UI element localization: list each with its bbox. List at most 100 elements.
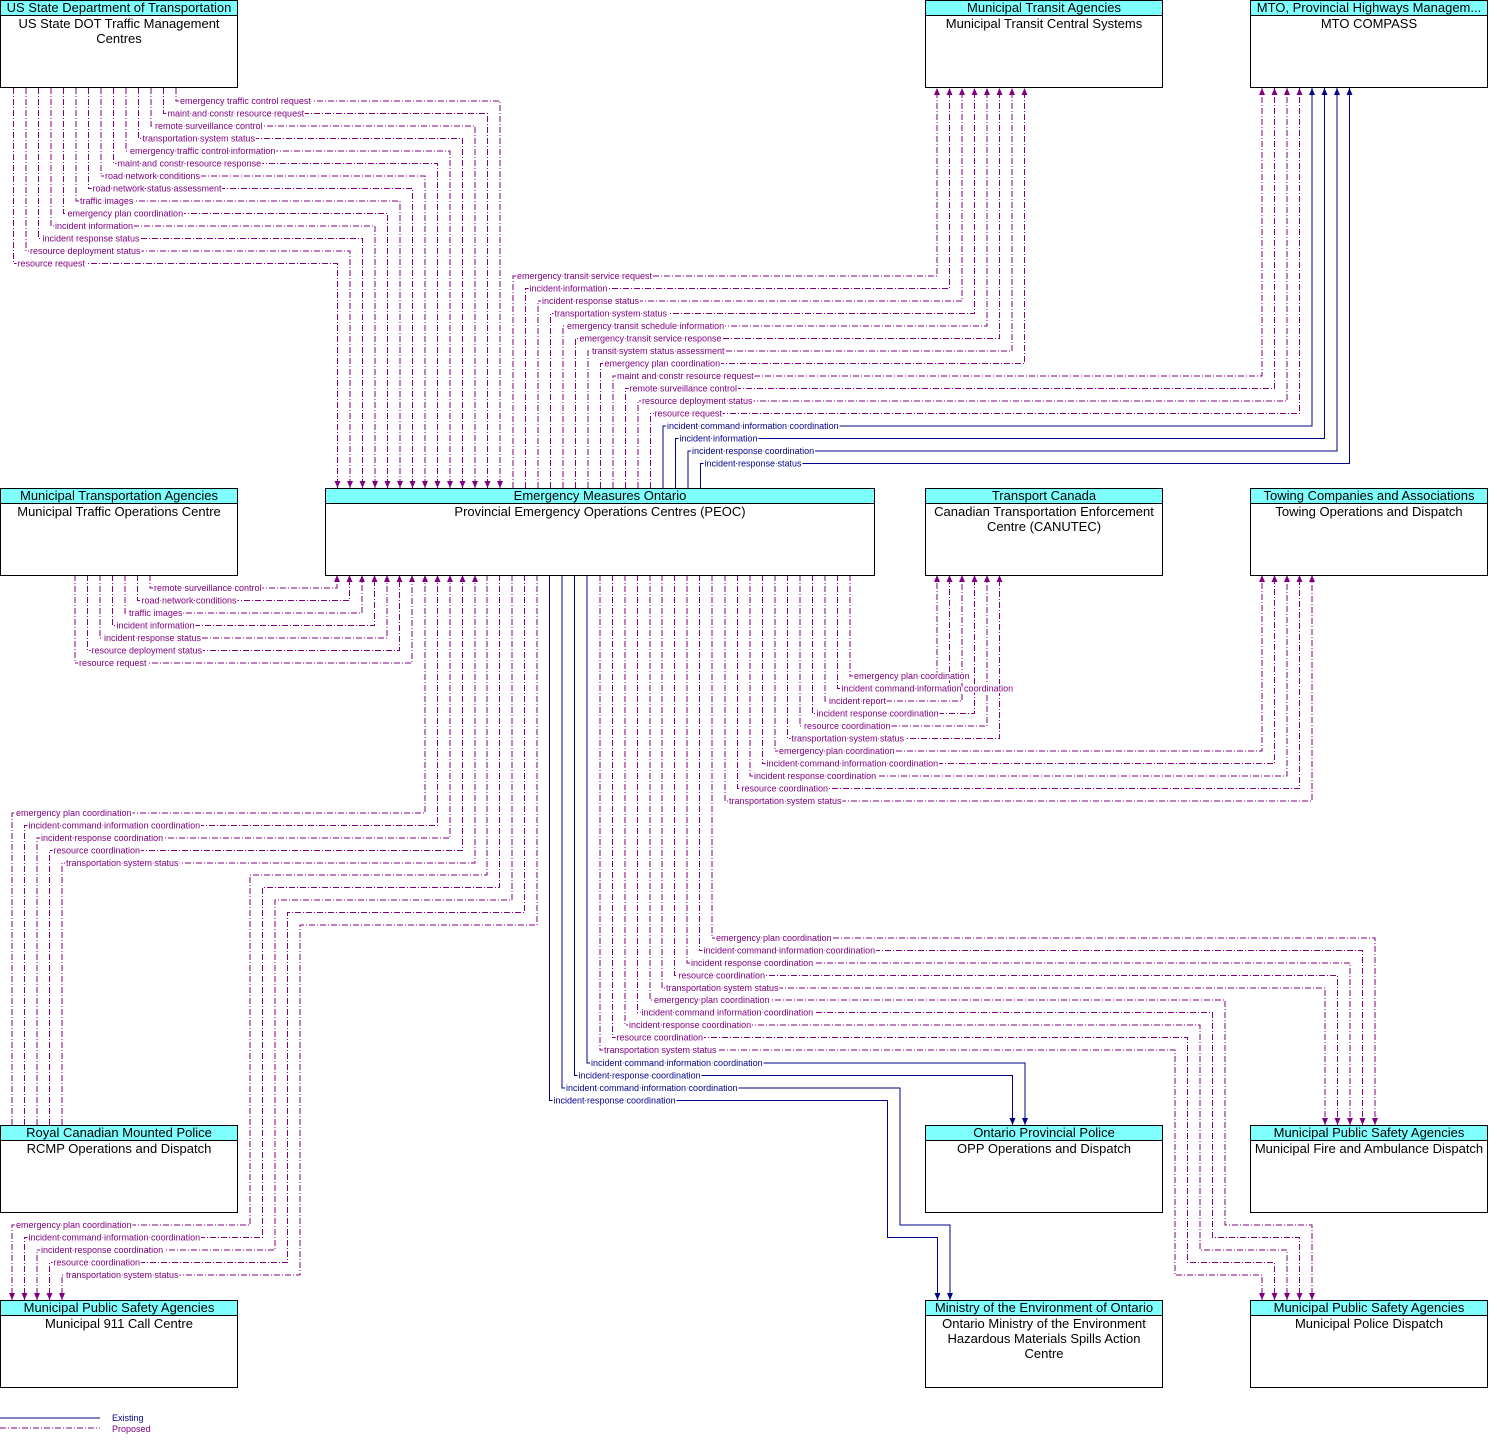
flow-label: road network conditions bbox=[142, 596, 238, 606]
flow-line bbox=[847, 568, 940, 677]
flow-line bbox=[671, 568, 1341, 1125]
flow-label: emergency traffic control information bbox=[130, 146, 275, 156]
node-label: Municipal Transit Central Systems bbox=[945, 16, 1143, 31]
node-header: Towing Companies and Associations bbox=[1251, 489, 1487, 504]
flow-label: maint and constr resource request bbox=[168, 109, 305, 119]
flow-label: transportation system status bbox=[729, 796, 842, 806]
flow-line bbox=[85, 81, 416, 488]
flow-label: emergency plan coordination bbox=[16, 808, 132, 818]
flow-label: incident response status bbox=[542, 296, 640, 306]
node: Municipal Public Safety Agencies Municipa… bbox=[1250, 1300, 1488, 1388]
flow-label: incident information bbox=[55, 221, 133, 231]
flow-label: resource request bbox=[655, 409, 723, 419]
node: Municipal Transportation Agencies Municip… bbox=[0, 488, 238, 576]
flow-label: resource coordination bbox=[679, 971, 766, 981]
node: Municipal Transit Agencies Municipal Tran… bbox=[925, 0, 1163, 88]
flow-label: incident report bbox=[829, 696, 887, 706]
flow-label: incident response coordination bbox=[817, 709, 939, 719]
legend-proposed: Proposed bbox=[112, 1424, 151, 1434]
flow-label: resource request bbox=[18, 259, 86, 269]
node-label: OPP Operations and Dispatch bbox=[957, 1141, 1131, 1156]
flow-line bbox=[546, 568, 941, 1300]
node-header: Municipal Transit Agencies bbox=[926, 1, 1162, 16]
flow-label: incident command information coordinatio… bbox=[29, 1233, 201, 1243]
node-header: Royal Canadian Mounted Police bbox=[1, 1126, 237, 1141]
node-header: Municipal Public Safety Agencies bbox=[1251, 1126, 1487, 1141]
flow-label: emergency plan coordination bbox=[779, 746, 895, 756]
node-label: Municipal Traffic Operations Centre bbox=[17, 504, 221, 519]
legend-existing: Existing bbox=[112, 1413, 144, 1423]
node-header: Ministry of the Environment of Ontario bbox=[926, 1301, 1162, 1316]
node: Towing Companies and Associations Towing … bbox=[1250, 488, 1488, 576]
flow-line bbox=[59, 568, 540, 1300]
flow-label: road network conditions bbox=[105, 171, 201, 181]
flow-label: traffic images bbox=[80, 196, 134, 206]
flow-label: transit system status assessment bbox=[592, 346, 725, 356]
node-header: MTO, Provincial Highways Managem... bbox=[1251, 1, 1487, 16]
flow-line bbox=[697, 88, 1353, 495]
flow-label: emergency plan coordination bbox=[16, 1220, 132, 1230]
node: Transport Canada Canadian Transportation … bbox=[925, 488, 1163, 576]
node-label: US State DOT Traffic Management Centres bbox=[18, 16, 220, 46]
flow-label: incident response coordination bbox=[41, 1245, 163, 1255]
node: Municipal Public Safety Agencies Municipa… bbox=[1250, 1125, 1488, 1213]
flow-label: emergency transit schedule information bbox=[567, 321, 724, 331]
flow-label: emergency traffic control request bbox=[180, 96, 311, 106]
flow-label: incident information bbox=[530, 284, 608, 294]
node-label: RCMP Operations and Dispatch bbox=[26, 1141, 212, 1156]
flow-line bbox=[709, 568, 1378, 1125]
flow-label: incident command information coordinatio… bbox=[767, 759, 939, 769]
flow-label: emergency plan coordination bbox=[716, 933, 832, 943]
flow-label: incident command information coordinatio… bbox=[29, 821, 201, 831]
node-header: Municipal Public Safety Agencies bbox=[1251, 1301, 1487, 1316]
flow-label: remote surveillance control bbox=[630, 384, 738, 394]
node: MTO, Provincial Highways Managem... MTO C… bbox=[1250, 0, 1488, 88]
flow-label: resource deployment status bbox=[92, 646, 203, 656]
flow-label: incident response coordination bbox=[554, 1096, 676, 1106]
node: Municipal Public Safety Agencies Municipa… bbox=[0, 1300, 238, 1388]
flow-label: incident command information coordinatio… bbox=[642, 1008, 814, 1018]
flow-label: maint and constr resource response bbox=[118, 159, 262, 169]
flow-line bbox=[822, 568, 965, 702]
flow-label: incident information bbox=[680, 434, 758, 444]
flow-label: resource coordination bbox=[54, 1258, 141, 1268]
flow-label: incident response coordination bbox=[579, 1071, 701, 1081]
flow-label: transportation system status bbox=[143, 134, 256, 144]
flow-line bbox=[571, 568, 1016, 1125]
flow-label: transportation system status bbox=[666, 983, 779, 993]
flow-label: resource coordination bbox=[804, 721, 891, 731]
flow-label: resource deployment status bbox=[642, 396, 753, 406]
flow-line bbox=[597, 568, 1265, 1300]
flow-label: incident response status bbox=[705, 459, 803, 469]
flow-label: traffic images bbox=[129, 608, 183, 618]
flow-label: resource coordination bbox=[54, 846, 141, 856]
flow-line bbox=[734, 568, 1303, 789]
node-label: Towing Operations and Dispatch bbox=[1275, 504, 1463, 519]
flow-label: incident command information coordinatio… bbox=[704, 946, 876, 956]
flow-label: resource coordination bbox=[742, 784, 829, 794]
node-header: Transport Canada bbox=[926, 489, 1162, 504]
node: Royal Canadian Mounted Police RCMP Operat… bbox=[0, 1125, 238, 1213]
flow-label: incident response coordination bbox=[41, 833, 163, 843]
flow-label: emergency transit service response bbox=[580, 334, 722, 344]
node: US State Department of Transportation US … bbox=[0, 0, 238, 88]
flow-label: emergency plan coordination bbox=[68, 209, 184, 219]
flow-label: emergency transit service request bbox=[517, 271, 653, 281]
flow-label: emergency plan coordination bbox=[854, 671, 970, 681]
flow-line bbox=[659, 568, 1328, 1125]
node: Ontario Provincial Police OPP Operations … bbox=[925, 1125, 1163, 1213]
node-label: Ontario Ministry of the Environment Haza… bbox=[942, 1316, 1146, 1361]
flow-label: maint and constr resource request bbox=[617, 371, 754, 381]
flow-label: incident response coordination bbox=[754, 771, 876, 781]
flow-label: incident information bbox=[117, 621, 195, 631]
flow-label: incident response coordination bbox=[691, 958, 813, 968]
node-header: Ontario Provincial Police bbox=[926, 1126, 1162, 1141]
flow-label: incident command information coordinatio… bbox=[667, 421, 839, 431]
node-header: Municipal Public Safety Agencies bbox=[1, 1301, 237, 1316]
flow-line bbox=[173, 81, 503, 488]
flow-line bbox=[21, 568, 503, 1300]
flow-line bbox=[584, 568, 1028, 1125]
flow-label: emergency plan coordination bbox=[654, 995, 770, 1005]
